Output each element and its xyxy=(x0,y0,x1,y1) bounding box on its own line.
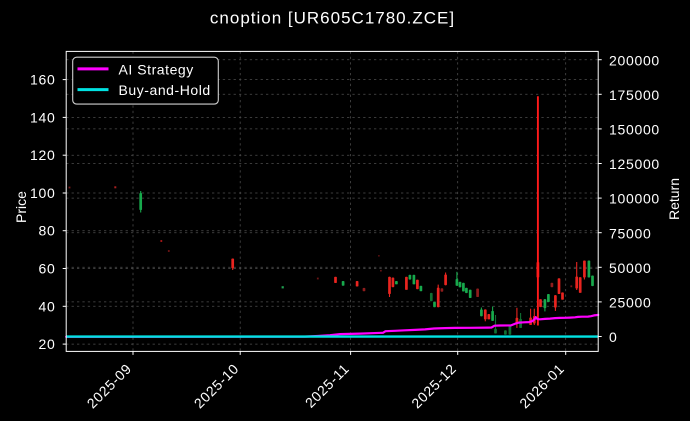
svg-text:0: 0 xyxy=(609,329,618,345)
svg-text:175000: 175000 xyxy=(609,87,660,103)
svg-text:140: 140 xyxy=(30,109,55,125)
svg-text:25000: 25000 xyxy=(609,295,651,311)
svg-text:150000: 150000 xyxy=(609,122,660,138)
svg-text:75000: 75000 xyxy=(609,225,651,241)
svg-text:160: 160 xyxy=(30,72,55,88)
svg-text:100: 100 xyxy=(30,185,55,201)
svg-text:Price: Price xyxy=(13,191,29,223)
svg-text:80: 80 xyxy=(39,223,56,239)
svg-text:100000: 100000 xyxy=(609,191,660,207)
svg-text:Return: Return xyxy=(666,178,682,220)
svg-text:200000: 200000 xyxy=(609,52,660,68)
svg-text:120: 120 xyxy=(30,147,55,163)
svg-text:60: 60 xyxy=(39,261,56,277)
svg-text:125000: 125000 xyxy=(609,156,660,172)
svg-text:Buy-and-Hold: Buy-and-Hold xyxy=(119,82,211,98)
svg-text:50000: 50000 xyxy=(609,260,651,276)
svg-text:cnoption [UR605C1780.ZCE]: cnoption [UR605C1780.ZCE] xyxy=(210,8,455,27)
svg-text:AI Strategy: AI Strategy xyxy=(119,61,194,77)
svg-text:40: 40 xyxy=(39,298,56,314)
svg-text:20: 20 xyxy=(39,336,56,352)
